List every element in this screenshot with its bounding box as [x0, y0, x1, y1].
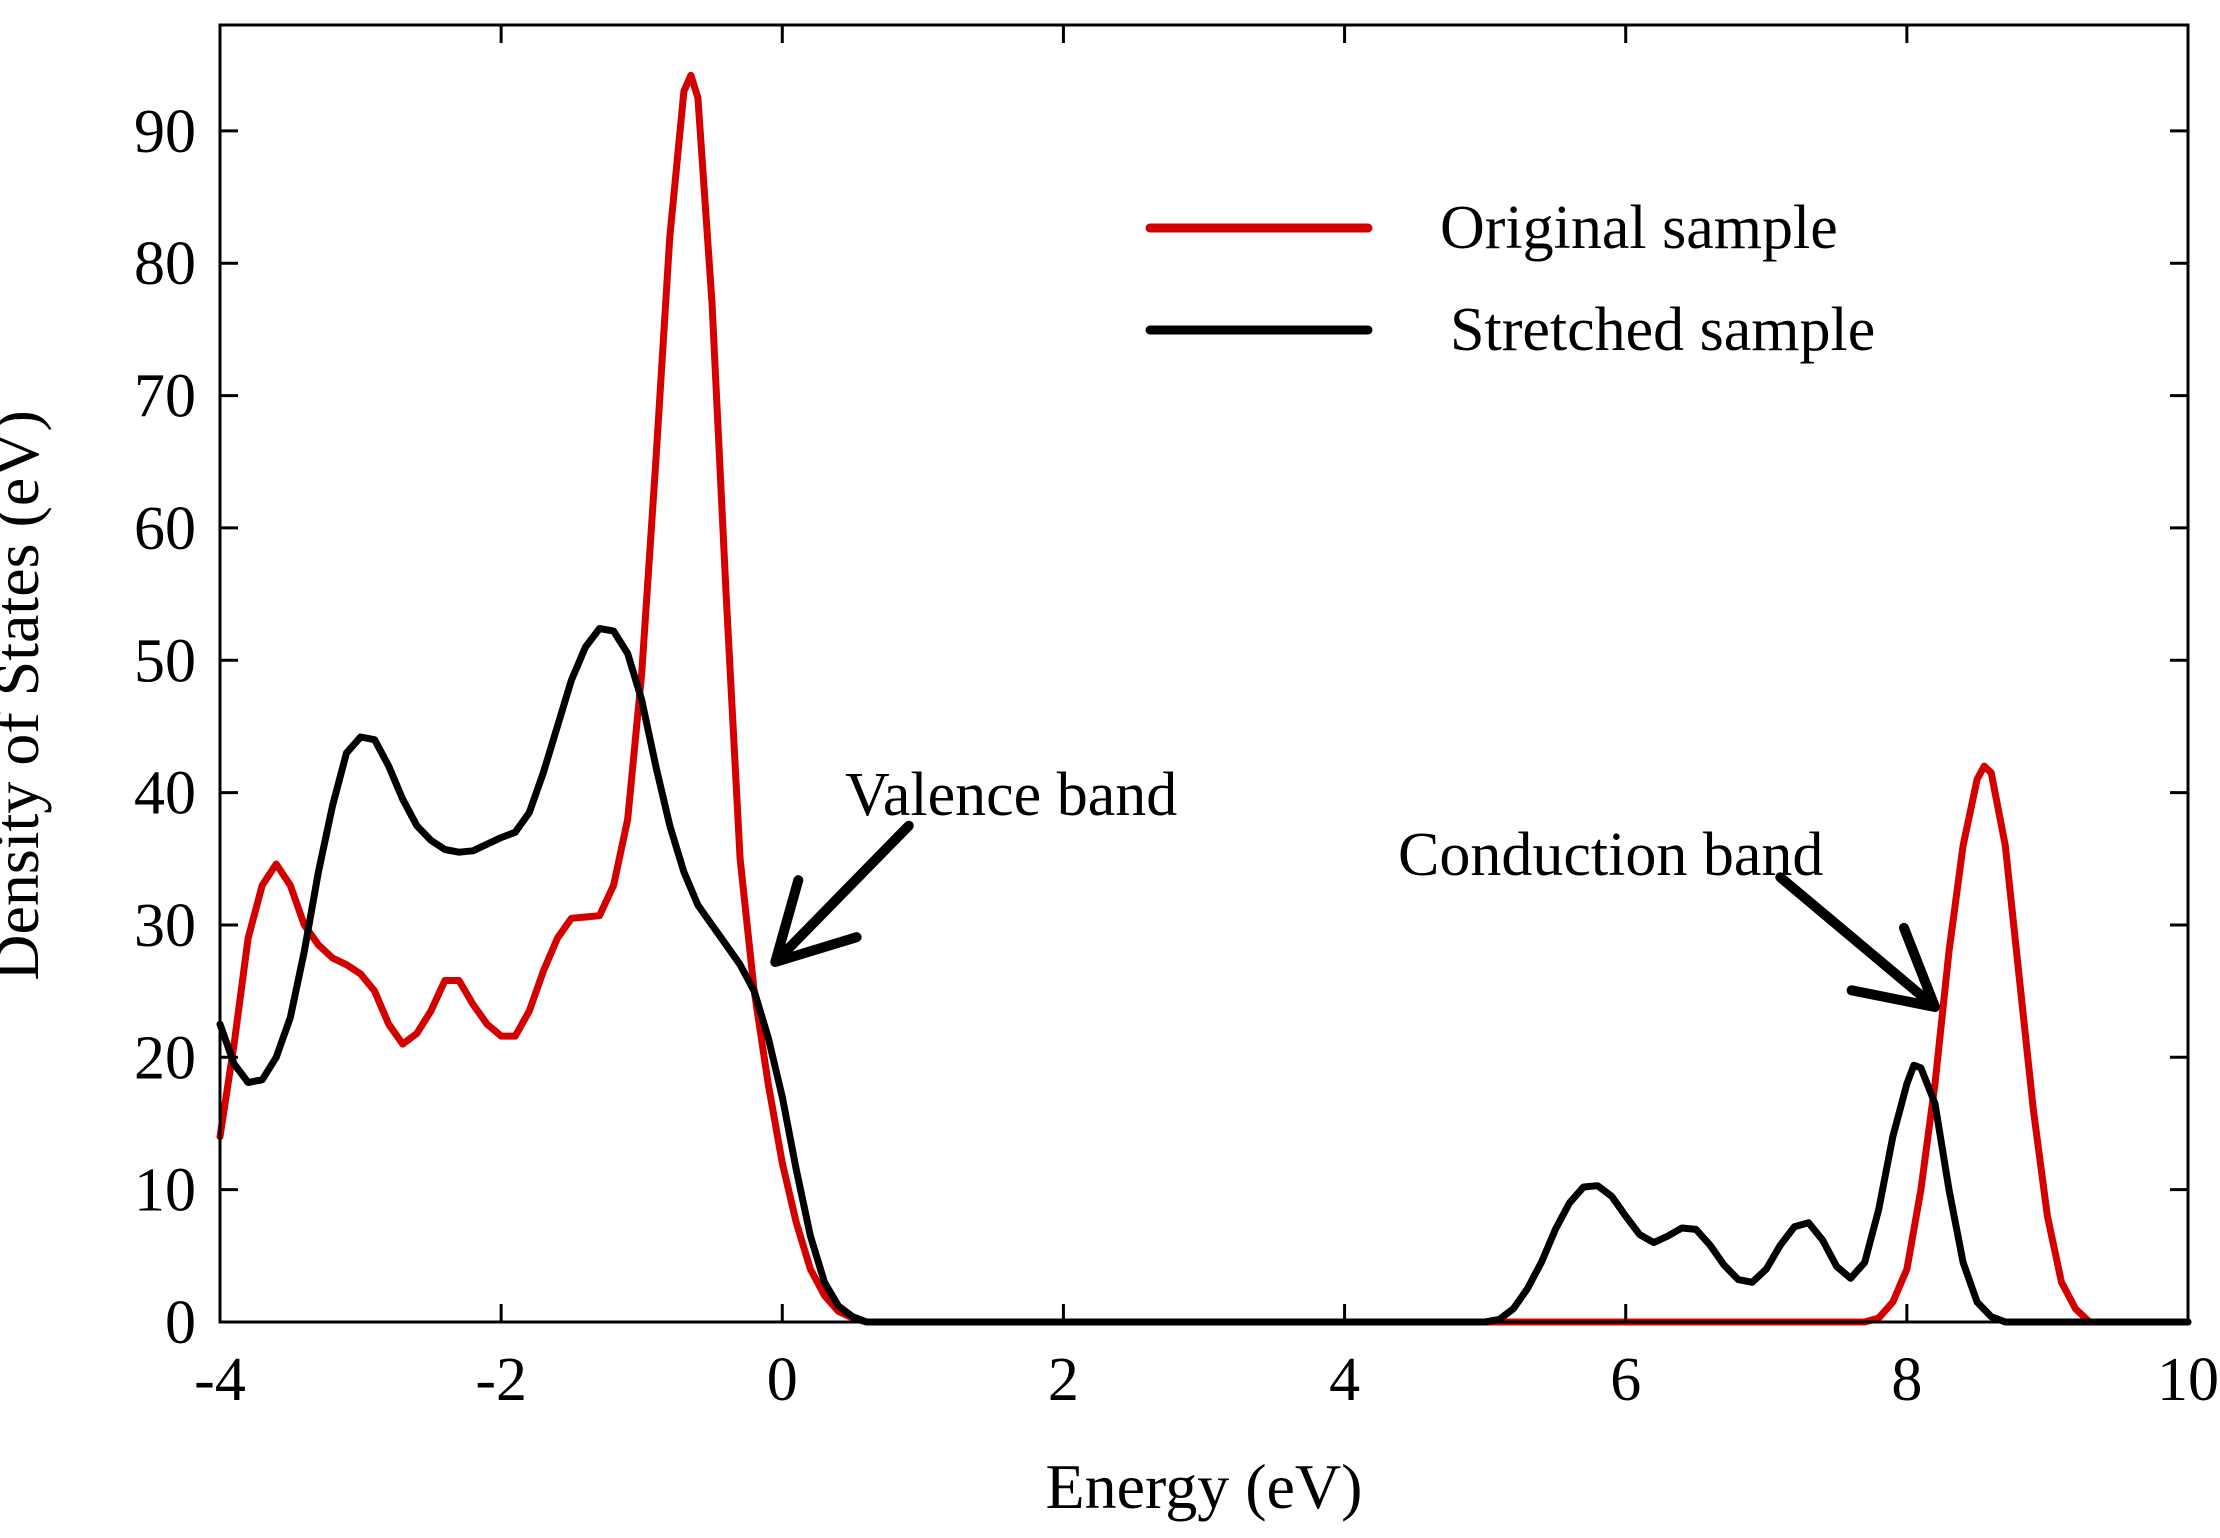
valence-band-label: Valence band: [845, 761, 1177, 829]
y-tick-label: 0: [165, 1289, 196, 1357]
conduction-band-label: Conduction band: [1398, 821, 1823, 889]
x-tick-label: 6: [1610, 1346, 1641, 1414]
y-tick-label: 20: [134, 1024, 196, 1092]
series-layer: [216, 71, 2192, 1326]
x-tick-label: 2: [1048, 1346, 1079, 1414]
y-tick-label: 90: [134, 98, 196, 166]
annotations: Valence band Conduction band: [770, 761, 1940, 1012]
x-axis-title: Energy (eV): [1046, 1451, 1363, 1522]
y-tick-label: 70: [134, 363, 196, 431]
y-tick-label: 40: [134, 760, 196, 828]
axis-ticks: -4 -2 0 2 4 6 8 10 0 10 20 30 40 50 60 70 80 90: [134, 25, 2219, 1414]
legend-label-original-sample: Original sample: [1440, 194, 1838, 262]
plot-area-frame: [218, 23, 2190, 1324]
y-axis-title: Density of States (eV): [0, 410, 52, 981]
conduction-band-arrow: [1775, 872, 1940, 1012]
y-tick-label: 50: [134, 627, 196, 695]
y-tick-label: 60: [134, 495, 196, 563]
y-tick-label: 30: [134, 892, 196, 960]
x-tick-label: 0: [767, 1346, 798, 1414]
x-tick-label: 10: [2157, 1346, 2219, 1414]
legend: Original sample Stretched sample: [1145, 194, 1875, 364]
y-tick-label: 80: [134, 230, 196, 298]
x-tick-label: 4: [1329, 1346, 1360, 1414]
series-line-original-sample: [216, 71, 2192, 1326]
y-tick-label: 10: [134, 1157, 196, 1225]
series-line-stretched-sample: [216, 625, 2192, 1326]
legend-label-stretched-sample: Stretched sample: [1450, 296, 1875, 364]
x-tick-label: -4: [194, 1346, 246, 1414]
x-tick-label: 8: [1891, 1346, 1922, 1414]
x-tick-label: -2: [475, 1346, 527, 1414]
valence-band-arrow: [770, 820, 914, 967]
